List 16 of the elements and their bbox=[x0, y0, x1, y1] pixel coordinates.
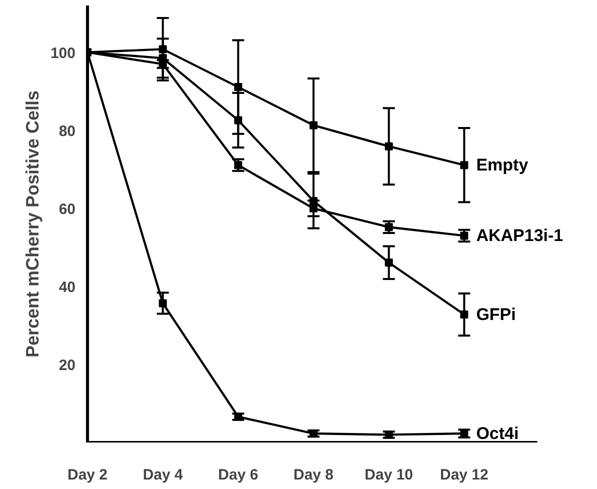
y-tick-label: 100 bbox=[50, 44, 76, 62]
x-tick-label: Day 12 bbox=[440, 466, 488, 484]
series-label: Empty bbox=[476, 156, 529, 175]
y-axis-title: Percent mCherry Positive Cells bbox=[22, 90, 42, 358]
x-tick-label: Day 8 bbox=[294, 466, 334, 484]
x-tick-label: Day 4 bbox=[142, 466, 184, 484]
y-tick-label: 20 bbox=[58, 356, 76, 374]
y-tick-label: 60 bbox=[58, 200, 76, 218]
x-tick-label: Day 2 bbox=[67, 466, 108, 484]
x-tick-label: Day 6 bbox=[218, 466, 258, 484]
y-tick-label: 40 bbox=[58, 278, 76, 296]
series-label: Oct4i bbox=[476, 424, 519, 444]
series-label: GFPi bbox=[476, 305, 516, 324]
x-tick-label: Day 10 bbox=[364, 466, 414, 484]
series-label: AKAP13i-1 bbox=[476, 226, 564, 246]
y-tick-label: 80 bbox=[58, 122, 76, 140]
